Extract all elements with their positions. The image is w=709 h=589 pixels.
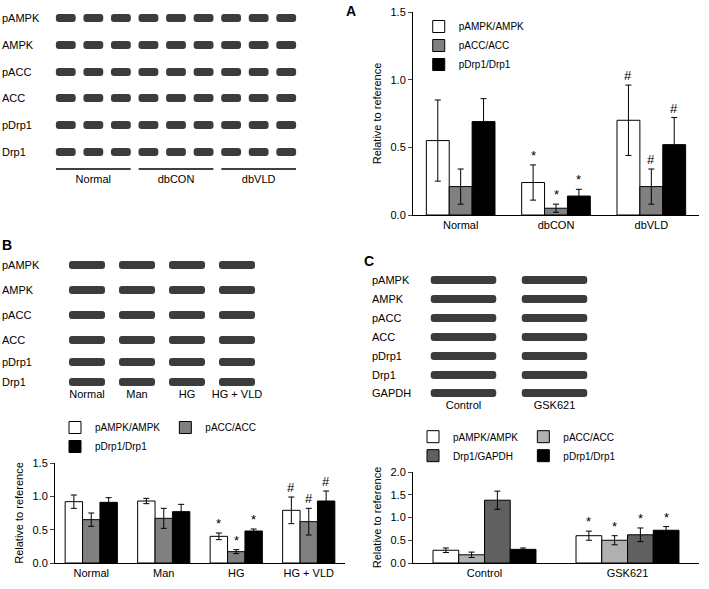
svg-text:1.0: 1.0	[391, 511, 406, 523]
svg-text:Control: Control	[446, 399, 481, 411]
svg-text:GSK621: GSK621	[607, 567, 649, 579]
svg-text:pAMPK/AMPK: pAMPK/AMPK	[459, 21, 524, 32]
svg-text:*: *	[576, 172, 581, 187]
svg-text:Relative to reference: Relative to reference	[371, 467, 383, 569]
svg-text:ACC: ACC	[372, 331, 395, 343]
svg-text:AMPK: AMPK	[2, 39, 34, 51]
svg-text:pDrp1/Drp1: pDrp1/Drp1	[459, 59, 511, 70]
svg-text:Drp1/GAPDH: Drp1/GAPDH	[453, 451, 513, 462]
svg-text:#: #	[647, 152, 655, 167]
svg-text:pACC/ACC: pACC/ACC	[459, 40, 510, 51]
svg-text:0.5: 0.5	[391, 534, 406, 546]
svg-text:pAMPK: pAMPK	[2, 12, 40, 24]
svg-text:Normal: Normal	[443, 219, 478, 231]
svg-text:HG: HG	[228, 567, 245, 579]
svg-text:*: *	[664, 510, 669, 525]
svg-text:*: *	[554, 187, 559, 202]
svg-text:Control: Control	[467, 567, 502, 579]
svg-text:*: *	[638, 511, 643, 526]
svg-text:Drp1: Drp1	[2, 146, 26, 158]
svg-text:pAMPK/AMPK: pAMPK/AMPK	[95, 422, 160, 433]
svg-text:HG + VLD: HG + VLD	[284, 567, 334, 579]
svg-text:AMPK: AMPK	[372, 293, 404, 305]
svg-text:B: B	[2, 237, 12, 253]
svg-text:1.0: 1.0	[391, 74, 406, 86]
svg-text:Man: Man	[126, 388, 147, 400]
svg-text:#: #	[670, 101, 678, 116]
svg-text:pAMPK: pAMPK	[372, 274, 410, 286]
svg-text:Man: Man	[153, 567, 174, 579]
svg-text:Relative to reference: Relative to reference	[13, 462, 25, 564]
svg-text:Normal: Normal	[76, 173, 111, 185]
svg-text:HG + VLD: HG + VLD	[212, 388, 262, 400]
svg-text:#: #	[322, 474, 330, 489]
svg-text:#: #	[624, 68, 632, 83]
svg-text:pAMPK/AMPK: pAMPK/AMPK	[453, 432, 518, 443]
svg-text:pDrp1: pDrp1	[2, 119, 32, 131]
svg-text:Normal: Normal	[74, 567, 109, 579]
svg-text:pAMPK: pAMPK	[2, 259, 40, 271]
svg-text:*: *	[251, 512, 256, 527]
svg-text:dbVLD: dbVLD	[242, 173, 276, 185]
svg-text:*: *	[234, 533, 239, 548]
svg-text:AMPK: AMPK	[2, 284, 34, 296]
svg-text:1.5: 1.5	[391, 489, 406, 501]
svg-text:*: *	[216, 516, 221, 531]
svg-text:0.5: 0.5	[33, 524, 48, 536]
svg-text:Normal: Normal	[69, 388, 104, 400]
svg-text:0.0: 0.0	[391, 557, 406, 569]
svg-text:dbVLD: dbVLD	[635, 219, 669, 231]
svg-text:Drp1: Drp1	[372, 369, 396, 381]
svg-text:0.5: 0.5	[391, 141, 406, 153]
svg-text:A: A	[346, 3, 356, 19]
svg-text:1.5: 1.5	[33, 457, 48, 469]
svg-text:0.0: 0.0	[33, 557, 48, 569]
svg-text:Relative to reference: Relative to reference	[371, 63, 383, 165]
svg-text:pACC/ACC: pACC/ACC	[563, 432, 614, 443]
svg-text:GSK621: GSK621	[534, 399, 576, 411]
svg-text:2.0: 2.0	[391, 466, 406, 478]
svg-text:Drp1: Drp1	[2, 376, 26, 388]
svg-text:GAPDH: GAPDH	[372, 387, 411, 399]
svg-text:pACC: pACC	[2, 66, 31, 78]
svg-text:ACC: ACC	[2, 334, 25, 346]
svg-text:pDrp1: pDrp1	[372, 350, 402, 362]
svg-text:pDrp1: pDrp1	[2, 356, 32, 368]
svg-text:pACC: pACC	[2, 309, 31, 321]
svg-text:ACC: ACC	[2, 92, 25, 104]
svg-text:1.0: 1.0	[33, 490, 48, 502]
svg-text:dbCON: dbCON	[538, 219, 575, 231]
svg-text:#: #	[287, 480, 295, 495]
svg-text:*: *	[531, 148, 536, 163]
svg-text:*: *	[586, 514, 591, 529]
svg-text:*: *	[612, 519, 617, 534]
svg-text:dbCON: dbCON	[158, 173, 195, 185]
svg-text:pDrp1/Drp1: pDrp1/Drp1	[95, 441, 147, 452]
svg-text:C: C	[364, 253, 374, 269]
svg-text:pACC/ACC: pACC/ACC	[205, 422, 256, 433]
svg-text:1.5: 1.5	[391, 6, 406, 18]
svg-text:pDrp1/Drp1: pDrp1/Drp1	[563, 451, 615, 462]
svg-text:0.0: 0.0	[391, 209, 406, 221]
svg-text:HG: HG	[179, 388, 196, 400]
svg-text:pACC: pACC	[372, 312, 401, 324]
svg-text:#: #	[305, 491, 313, 506]
